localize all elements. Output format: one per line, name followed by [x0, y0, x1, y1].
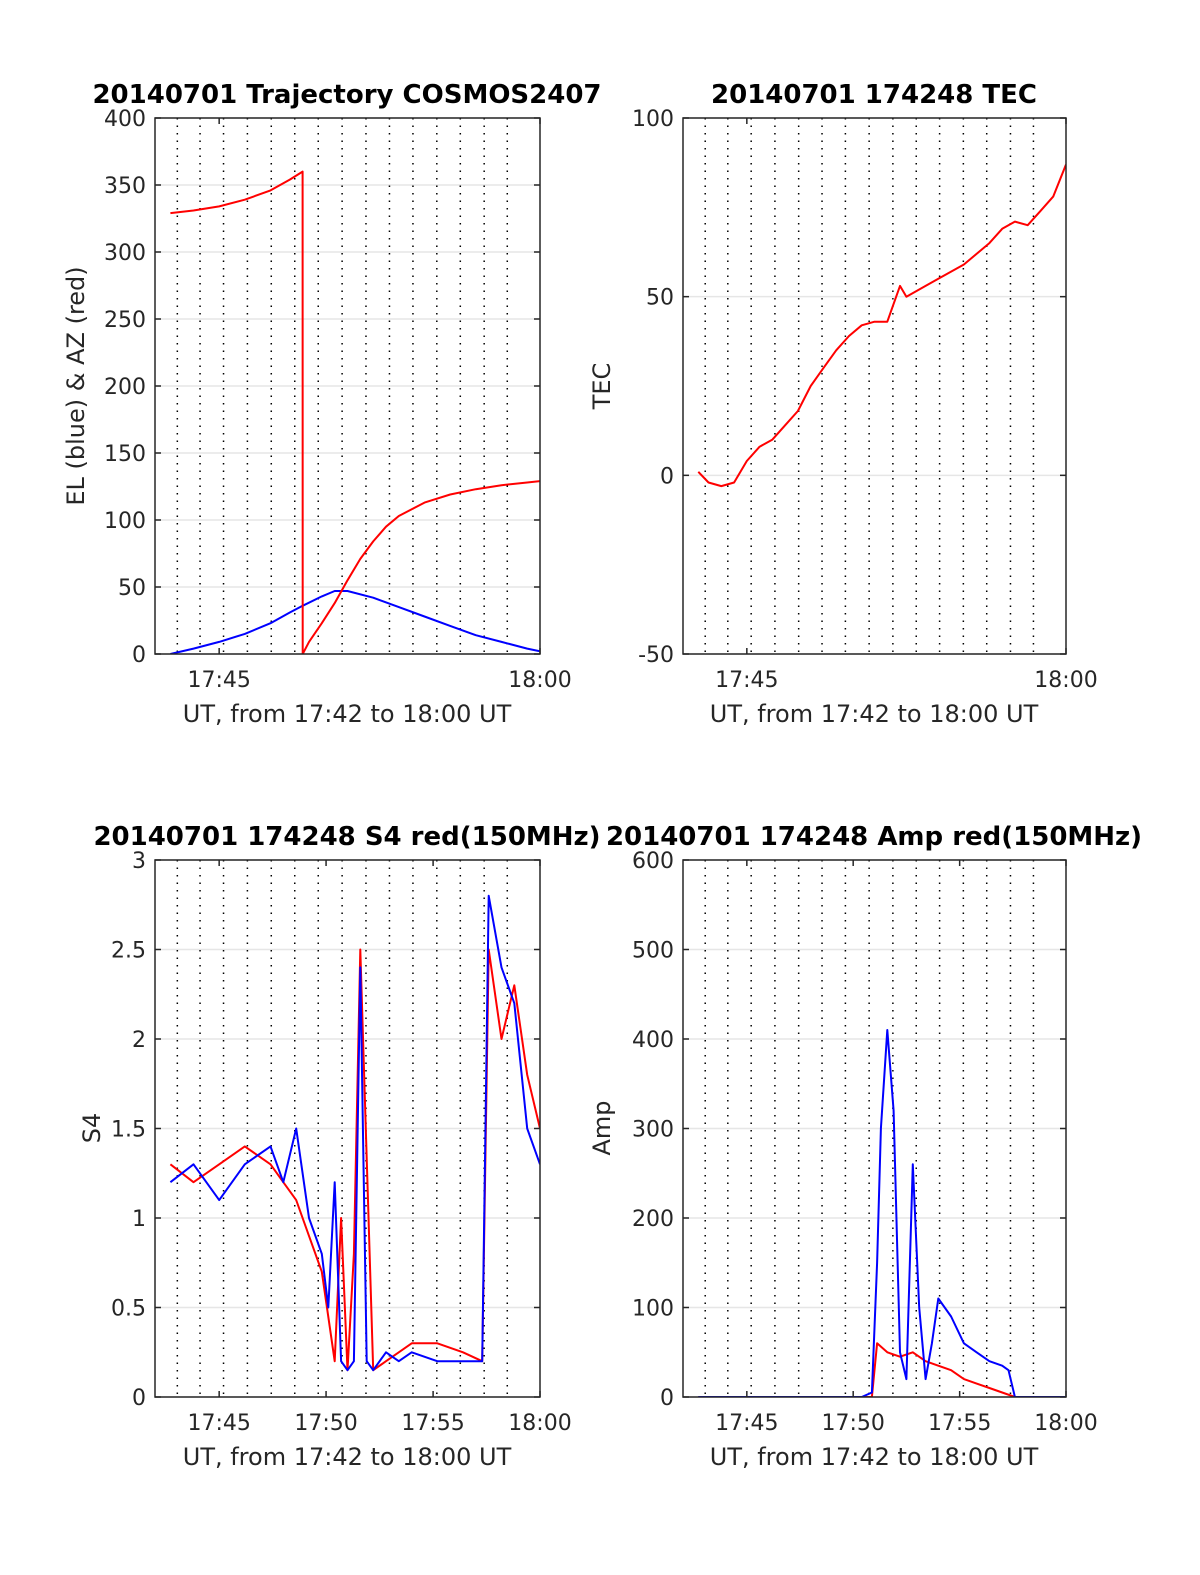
- trajectory-ytick-label-7: 350: [104, 174, 146, 199]
- tec-xtick-label-1: 18:00: [1034, 668, 1097, 693]
- trajectory-panel: 20140701 Trajectory COSMOS2407 UT, from …: [62, 80, 602, 728]
- trajectory-xtick-label-0: 17:45: [187, 668, 250, 693]
- s4-xtick-label-0: 17:45: [187, 1411, 250, 1436]
- tec-ytick-label-3: 100: [632, 107, 674, 132]
- tec-ytick-label-1: 0: [660, 464, 674, 489]
- amp-ytick-label-1: 100: [632, 1297, 674, 1322]
- trajectory-ytick-label-6: 300: [104, 241, 146, 266]
- tec-ylabel: TEC: [588, 363, 616, 411]
- trajectory-ytick-label-5: 250: [104, 308, 146, 333]
- trajectory-xlabel: UT, from 17:42 to 18:00 UT: [183, 700, 512, 728]
- trajectory-ylabel: EL (blue) & AZ (red): [62, 266, 90, 505]
- amp-ytick-label-6: 600: [632, 849, 674, 874]
- s4-ylabel: S4: [78, 1113, 106, 1144]
- s4-ytick-label-4: 2: [132, 1028, 146, 1053]
- s4-xlabel: UT, from 17:42 to 18:00 UT: [183, 1443, 512, 1471]
- s4-ytick-label-5: 2.5: [111, 939, 146, 964]
- s4-series-1: [169, 894, 540, 1372]
- s4-ytick-label-1: 0.5: [111, 1297, 146, 1322]
- s4-title: 20140701 174248 S4 red(150MHz): [93, 822, 600, 852]
- trajectory-title: 20140701 Trajectory COSMOS2407: [92, 80, 601, 110]
- tec-series-0: [697, 164, 1066, 488]
- tec-xlabel: UT, from 17:42 to 18:00 UT: [710, 700, 1039, 728]
- amp-xtick-label-1: 17:50: [821, 1411, 884, 1436]
- amp-ytick-label-0: 0: [660, 1386, 674, 1411]
- trajectory-ytick-label-2: 100: [104, 509, 146, 534]
- amp-ytick-label-3: 300: [632, 1118, 674, 1143]
- s4-xtick-label-2: 17:55: [401, 1411, 464, 1436]
- s4-ytick-label-3: 1.5: [111, 1118, 146, 1143]
- trajectory-series-1: [170, 170, 540, 654]
- amp-series-0: [698, 1342, 1066, 1397]
- tec-axes-box: [682, 117, 1067, 655]
- amp-ylabel: Amp: [588, 1100, 616, 1155]
- amp-title: 20140701 174248 Amp red(150MHz): [606, 822, 1142, 852]
- amp-xtick-label-2: 17:55: [928, 1411, 991, 1436]
- trajectory-xtick-label-1: 18:00: [508, 668, 571, 693]
- s4-ytick-label-0: 0: [132, 1386, 146, 1411]
- amp-xlabel: UT, from 17:42 to 18:00 UT: [710, 1443, 1039, 1471]
- amp-xtick-label-0: 17:45: [715, 1411, 778, 1436]
- tec-ytick-label-0: -50: [638, 643, 674, 668]
- tec-title: 20140701 174248 TEC: [711, 80, 1037, 110]
- amp-ytick-label-2: 200: [632, 1207, 674, 1232]
- tec-ytick-label-2: 50: [646, 286, 674, 311]
- amp-ytick-label-5: 500: [632, 939, 674, 964]
- amp-xtick-label-3: 18:00: [1034, 1411, 1097, 1436]
- trajectory-ytick-label-1: 50: [118, 576, 146, 601]
- s4-panel: 20140701 174248 S4 red(150MHz) UT, from …: [78, 822, 601, 1471]
- tec-xtick-label-0: 17:45: [715, 668, 778, 693]
- s4-xtick-label-3: 18:00: [508, 1411, 571, 1436]
- s4-xtick-label-1: 17:50: [294, 1411, 357, 1436]
- tec-panel: 20140701 174248 TEC UT, from 17:42 to 18…: [588, 80, 1098, 728]
- trajectory-ytick-label-3: 150: [104, 442, 146, 467]
- amp-series-1: [698, 1029, 1066, 1397]
- trajectory-ytick-label-0: 0: [132, 643, 146, 668]
- s4-ytick-label-6: 3: [132, 849, 146, 874]
- amp-panel: 20140701 174248 Amp red(150MHz) UT, from…: [588, 822, 1142, 1471]
- s4-ytick-label-2: 1: [132, 1207, 146, 1232]
- tec-plot-area: [683, 118, 1066, 654]
- trajectory-ytick-label-8: 400: [104, 107, 146, 132]
- trajectory-ytick-label-4: 200: [104, 375, 146, 400]
- amp-ytick-label-4: 400: [632, 1028, 674, 1053]
